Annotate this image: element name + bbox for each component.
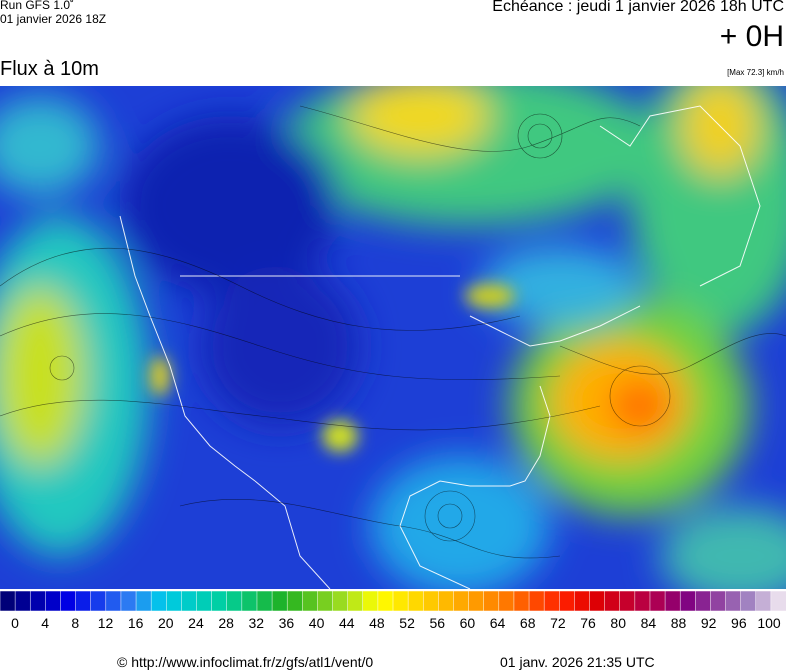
scale-cell [725,591,742,612]
scale-cell [45,591,62,612]
scale-label: 84 [641,615,657,631]
scale-cell [649,591,666,612]
scale-cell [332,591,349,612]
run-label: Run GFS 1.0˚ [0,0,75,12]
scale-cell [453,591,470,612]
scale-cell [634,591,651,612]
scale-cell [483,591,500,612]
scale-cell [574,591,591,612]
scale-cell [347,591,364,612]
scale-cell [271,591,288,612]
scale-cell [407,591,424,612]
scale-cell [302,591,319,612]
scale-cell [710,591,727,612]
scale-cell [422,591,440,612]
scale-label: 80 [610,615,626,631]
scale-label: 44 [339,615,355,631]
scale-cell [740,591,757,612]
scale-cell [513,591,530,612]
scale-cell [679,591,697,612]
scale-cell [543,591,561,612]
scale-cell [317,591,334,612]
scale-cell [438,591,455,612]
scale-label: 4 [41,615,49,631]
scale-cell [90,591,107,612]
scale-label: 92 [701,615,717,631]
scale-cell [755,591,772,612]
scale-label: 8 [71,615,79,631]
scale-cell [362,591,379,612]
scale-cell [181,591,198,612]
scale-cell [256,591,273,612]
scale-label: 24 [188,615,204,631]
map-title: Flux à 10m [0,58,99,80]
scale-cell [75,591,92,612]
wind-map [0,86,786,589]
scale-label: 48 [369,615,385,631]
scale-cell [0,591,16,612]
scale-label: 100 [757,615,781,631]
scale-label: 32 [248,615,264,631]
forecast-time: Echéance : jeudi 1 janvier 2026 18h UTC [492,0,784,15]
scale-label: 60 [460,615,476,631]
scale-cell [468,591,485,612]
scale-label: 72 [550,615,566,631]
scale-cell [14,591,31,612]
scale-label: 28 [218,615,234,631]
scale-cell [695,591,712,612]
scale-cell [664,591,681,612]
scale-label: 76 [580,615,596,631]
source-url: © http://www.infoclimat.fr/z/gfs/atl1/ve… [117,654,374,670]
scale-label: 64 [490,615,506,631]
scale-label: 40 [309,615,325,631]
scale-cell [619,591,636,612]
scale-label: 56 [429,615,445,631]
scale-label: 52 [399,615,415,631]
scale-label: 12 [98,615,114,631]
scale-label: 88 [671,615,687,631]
scale-cell [135,591,152,612]
scale-label: 20 [158,615,174,631]
scale-cell [120,591,137,612]
color-scale: 0 4 8 12 16 20 24 28 32 36 40 44 48 52 56 60 64 68 72 76 80 8… [0,591,786,631]
scale-cell [498,591,515,612]
scale-cell [559,591,576,612]
scale-label: 16 [128,615,144,631]
scale-cell [60,591,77,612]
scale-cell [377,591,394,612]
generated-time: 01 janv. 2026 21:35 UTC [500,654,655,670]
run-date: 01 janvier 2026 18Z [0,12,107,26]
forecast-offset: + 0H [719,20,784,53]
scale-cell [196,591,213,612]
scale-label: 0 [11,615,19,631]
scale-cell [29,591,47,612]
scale-cell [150,591,168,612]
scale-label: 36 [279,615,295,631]
scale-label: 68 [520,615,536,631]
scale-cell [286,591,304,612]
max-value: [Max 72.3] km/h [727,68,784,77]
scale-label: 96 [731,615,747,631]
scale-cell [105,591,122,612]
scale-cell [392,591,409,612]
scale-cell [528,591,545,612]
scale-cell [604,591,621,612]
scale-cell [770,591,786,612]
scale-cell [211,591,228,612]
scale-cell [241,591,258,612]
scale-cell [589,591,606,612]
scale-cell [226,591,243,612]
scale-cell [166,591,183,612]
